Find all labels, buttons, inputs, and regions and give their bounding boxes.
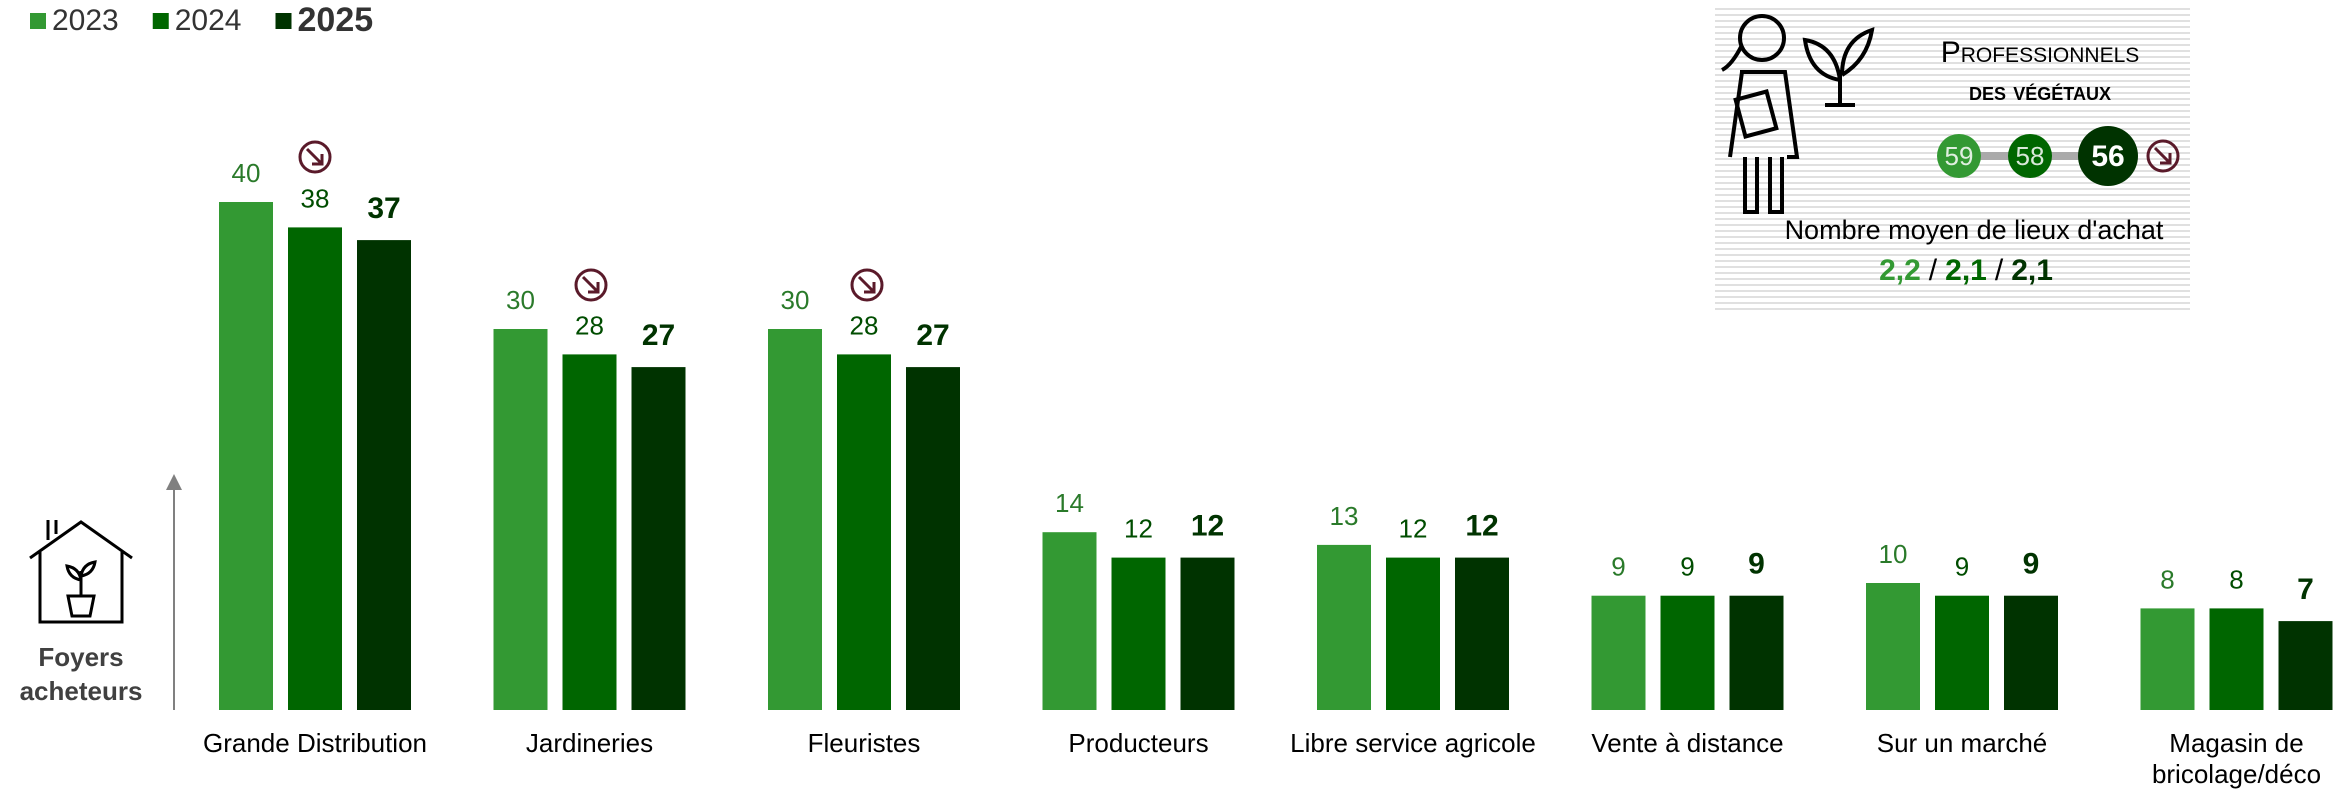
value-label: 13 (1330, 501, 1359, 531)
bar (1180, 557, 1235, 710)
separator: / (1929, 254, 1938, 287)
legend-swatch (30, 13, 46, 29)
bar (288, 227, 342, 710)
bar (1591, 595, 1646, 710)
x-tick-label: Vente à distance (1591, 728, 1784, 758)
value-label: 12 (1465, 510, 1498, 543)
x-tick-label: Sur un marché (1876, 728, 2048, 758)
value-label: 9 (1955, 552, 1969, 582)
value-label: 9 (1680, 552, 1694, 582)
value-label: 7 (2297, 573, 2314, 606)
value-label: 30 (781, 285, 810, 315)
inset-value: 56 (2091, 140, 2124, 173)
bar (357, 240, 411, 710)
bar (1729, 595, 1784, 710)
bar (1042, 532, 1097, 710)
value-label: 28 (575, 310, 604, 340)
value-label: 14 (1055, 488, 1084, 518)
person-icon (1720, 14, 1800, 214)
value-label: 28 (850, 310, 879, 340)
value-label: 9 (2023, 548, 2040, 581)
bar (493, 329, 548, 710)
inset-title: Professionnels (1941, 36, 2140, 69)
value-label: 12 (1399, 513, 1428, 543)
bar (837, 354, 891, 710)
bar (1935, 595, 1989, 710)
inset-subtitle: des végétaux (1969, 76, 2111, 106)
bar (768, 329, 822, 710)
bar (219, 202, 273, 710)
legend-swatch (275, 13, 292, 29)
value-label: 9 (1748, 548, 1765, 581)
value-label: 37 (367, 192, 400, 225)
inset-averages: 2,2/2,1/2,1 (1879, 254, 2053, 287)
value-label: 38 (301, 183, 330, 213)
bar (2278, 621, 2333, 710)
average-value: 2,2 (1879, 254, 1921, 287)
legend-swatch (152, 13, 169, 29)
value-label: 10 (1879, 539, 1908, 569)
x-tick-label: Magasin de bricolage/déco (2151, 728, 2322, 789)
x-tick-label: Fleuristes (807, 728, 921, 758)
legend-label: 2024 (175, 4, 242, 37)
x-tick-label: Grande Distribution (203, 728, 427, 758)
bar (1455, 557, 1509, 710)
legend-label: 2025 (298, 1, 374, 39)
value-label: 30 (506, 285, 535, 315)
bar (562, 354, 617, 710)
inset-caption: Nombre moyen de lieux d'achat (1785, 215, 2164, 245)
bar (2140, 608, 2195, 710)
inset-circle (2008, 134, 2052, 178)
bar (906, 367, 960, 710)
bar (2004, 595, 2058, 710)
average-value: 2,1 (1945, 254, 1987, 287)
separator: / (1995, 254, 2004, 287)
value-label: 8 (2229, 564, 2243, 594)
value-label: 27 (916, 319, 949, 352)
value-label: 27 (642, 319, 675, 352)
bar (1111, 557, 1166, 710)
value-label: 9 (1611, 552, 1625, 582)
bar (631, 367, 686, 710)
inset-value: 58 (2016, 141, 2045, 171)
axis-arrow-head (166, 474, 182, 490)
inset-value: 59 (1945, 141, 1974, 171)
x-tick-label: Jardineries (525, 728, 654, 758)
value-label: 12 (1191, 510, 1224, 543)
legend-label: 2023 (52, 4, 119, 37)
y-axis-label: Foyers acheteurs (19, 642, 143, 706)
x-tick-label: Libre service agricole (1290, 728, 1536, 758)
average-value: 2,1 (2011, 254, 2053, 287)
value-label: 12 (1124, 513, 1153, 543)
value-label: 8 (2160, 564, 2174, 594)
plant-icon (1802, 27, 1875, 107)
bar (1386, 557, 1440, 710)
inset-circle (1937, 134, 1981, 178)
bar (1660, 595, 1715, 710)
trend-icons (298, 139, 2180, 302)
house-icon (29, 520, 133, 624)
value-label: 40 (232, 158, 261, 188)
x-tick-label: Producteurs (1068, 728, 1209, 758)
bar (1317, 544, 1371, 710)
bar (2209, 608, 2264, 710)
bar (1866, 583, 1920, 710)
inset-circle (2078, 126, 2138, 186)
